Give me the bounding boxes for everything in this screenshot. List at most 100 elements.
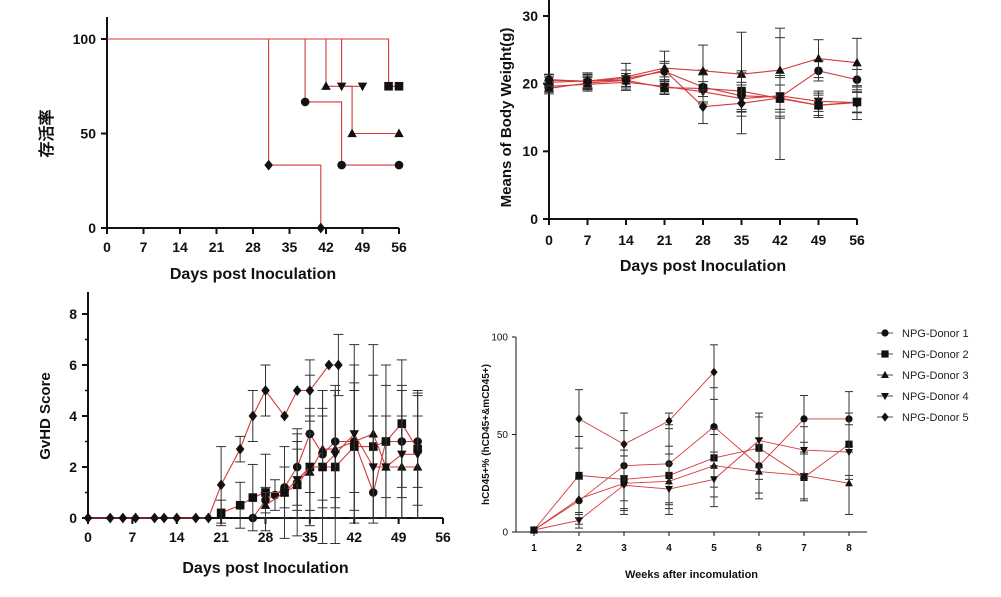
y-tick-label: 2 <box>69 459 77 475</box>
legend-label: NPG-Donor 4 <box>902 391 969 403</box>
x-tick-label: 49 <box>811 232 827 248</box>
x-tick-label: 35 <box>734 232 750 248</box>
y-tick-label: 50 <box>80 125 96 141</box>
series-3 <box>107 38 368 92</box>
y-tick-label: 50 <box>497 430 509 441</box>
legend-label: NPG-Donor 1 <box>902 328 969 340</box>
data-point-diamond <box>698 101 708 113</box>
series-2 <box>544 27 862 117</box>
data-point-triangle-down <box>800 447 808 455</box>
data-point-diamond <box>150 512 159 524</box>
legend-label: NPG-Donor 3 <box>902 370 969 382</box>
data-point-diamond <box>621 74 631 86</box>
series-2 <box>107 38 404 138</box>
y-tick-label: 10 <box>522 143 538 159</box>
legend-marker-circle <box>881 329 889 337</box>
series-line <box>107 38 322 228</box>
data-point-diamond <box>544 74 554 86</box>
y-tick-label: 0 <box>502 528 508 539</box>
x-tick-label: 14 <box>618 232 634 248</box>
data-point-triangle-down <box>381 463 391 472</box>
data-point-diamond <box>660 64 669 76</box>
y-tick-label: 20 <box>522 76 538 92</box>
data-point-triangle-down <box>710 476 718 484</box>
x-tick-label: 4 <box>666 543 672 554</box>
data-point-triangle-down <box>336 82 347 92</box>
x-tick-label: 2 <box>576 543 582 554</box>
y-tick-label: 8 <box>69 306 77 322</box>
legend: NPG-Donor 1 NPG-Donor 2 NPG-Donor 3 NPG-Don… <box>877 328 969 424</box>
data-point-triangle <box>260 500 271 509</box>
series-line <box>284 432 418 493</box>
data-point-diamond <box>620 439 628 449</box>
data-point-triangle <box>394 128 404 138</box>
x-tick-label: 14 <box>169 529 185 545</box>
data-point-diamond <box>261 385 270 396</box>
y-axis-title: GvHD Score <box>37 372 54 460</box>
y-tick-label: 100 <box>73 31 97 47</box>
data-point-diamond <box>324 359 334 371</box>
x-tick-label: 28 <box>695 232 711 248</box>
data-point-diamond <box>775 92 785 104</box>
x-tick-label: 49 <box>355 239 371 255</box>
series-line <box>533 439 850 531</box>
data-point-diamond <box>575 414 583 424</box>
data-point-triangle <box>347 128 357 138</box>
x-tick-label: 7 <box>801 543 807 554</box>
x-tick-label: 7 <box>140 239 148 255</box>
series-4 <box>83 333 344 524</box>
y-axis-title: 存活率 <box>37 109 56 157</box>
data-point-diamond <box>737 97 746 109</box>
legend-marker-triangle <box>881 370 889 379</box>
y-tick-label: 0 <box>530 211 538 227</box>
x-tick-label: 0 <box>545 232 553 248</box>
x-axis-title: Days post Inoculation <box>182 560 348 577</box>
x-tick-label: 7 <box>584 232 592 248</box>
legend-marker-diamond <box>881 412 889 422</box>
y-axis-title: hCD45+% (hCD45+&mCD45+) <box>481 364 492 505</box>
y-tick-label: 100 <box>491 333 508 344</box>
legend-label: NPG-Donor 5 <box>902 412 969 424</box>
x-tick-label: 42 <box>318 239 334 255</box>
x-tick-label: 35 <box>282 239 298 255</box>
x-tick-label: 21 <box>213 529 229 545</box>
x-axis-title: Days post Inoculation <box>170 266 336 283</box>
x-tick-label: 28 <box>258 529 274 545</box>
x-axis-title: Days post Inoculation <box>620 258 786 275</box>
series-line <box>107 38 399 87</box>
data-point-triangle <box>755 467 763 475</box>
chart-panel-top-right: 0 7 14 21 28 35 42 49 56 0 10 20 30 Days post Inocula… <box>498 0 865 275</box>
x-tick-label: 0 <box>103 239 111 255</box>
series-line <box>533 418 849 531</box>
data-point-diamond <box>316 222 326 234</box>
data-point-triangle-down <box>665 486 673 494</box>
data-point-circle <box>394 160 404 170</box>
series-npg-donor-5 <box>575 344 718 476</box>
data-point-diamond <box>204 512 213 524</box>
data-point-triangle-down <box>544 82 554 92</box>
data-point-diamond <box>118 512 128 524</box>
data-point-diamond <box>264 159 273 171</box>
data-point-diamond <box>172 512 182 524</box>
data-point-circle <box>300 97 310 107</box>
series-npg-donor-4 <box>530 412 853 535</box>
data-point-triangle <box>800 471 808 479</box>
data-point-diamond <box>292 385 302 396</box>
chart-panel-bottom-right: 1 2 3 4 5 6 7 8 0 50 100 Weeks after incomulation hC… <box>481 328 969 581</box>
x-tick-label: 56 <box>849 232 865 248</box>
data-point-triangle <box>775 65 785 74</box>
data-point-triangle-down <box>620 482 628 490</box>
x-tick-label: 3 <box>621 543 627 554</box>
data-point-triangle-down <box>755 437 763 445</box>
series-4 <box>107 38 326 234</box>
data-point-triangle-down <box>368 463 378 472</box>
x-tick-label: 28 <box>245 239 261 255</box>
y-tick-label: 30 <box>522 8 538 24</box>
series-0 <box>107 38 404 170</box>
x-tick-label: 8 <box>846 543 852 554</box>
data-point-square <box>394 81 404 91</box>
data-point-triangle-down <box>412 450 423 460</box>
data-point-triangle-down <box>330 450 340 460</box>
data-point-diamond <box>83 512 93 524</box>
data-point-circle <box>337 160 346 170</box>
